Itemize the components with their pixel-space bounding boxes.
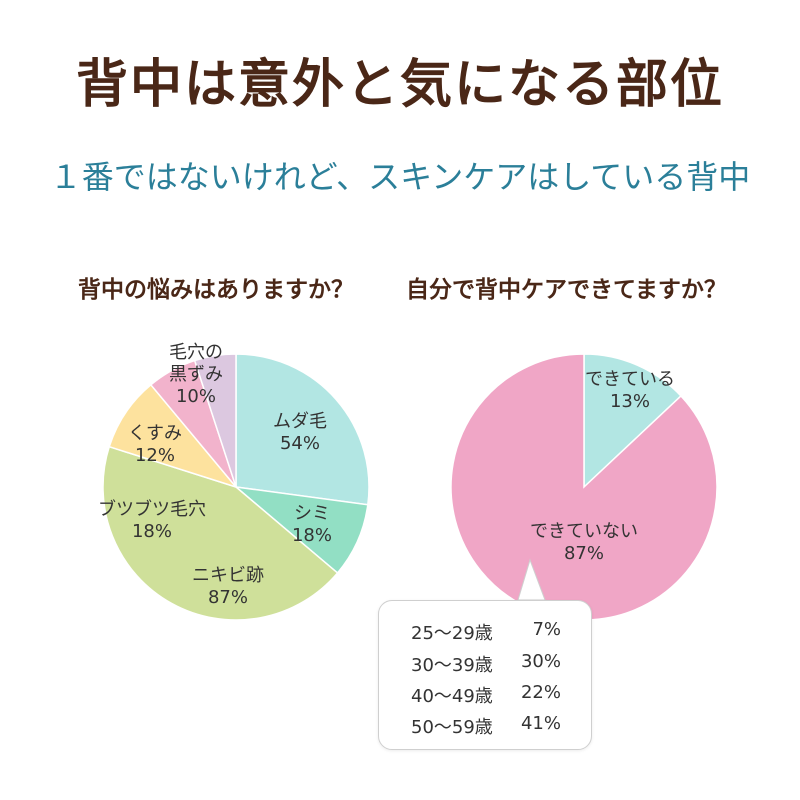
pie1-label: シミ [294,503,330,524]
breakdown-age: 50～59歳 [411,717,493,738]
breakdown-age: 40～49歳 [411,686,493,707]
page-subtitle: １番ではないけれど、スキンケアはしている背中 [49,158,751,196]
pie1-label: ニキビ跡 [192,565,264,586]
pie1-label: 黒ずみ [169,364,223,385]
pie1-slice-0 [235,353,370,506]
breakdown-age: 25～29歳 [411,623,493,644]
breakdown-age: 30～39歳 [411,655,493,676]
breakdown-value: 22% [520,682,561,703]
pie1-value-label: 18% [132,521,172,542]
pie2-value-label: 13% [610,391,650,412]
pie1-label: 毛穴の [169,342,223,363]
pie1-value-label: 10% [176,386,216,407]
pie-chart-back-concerns [102,353,370,621]
age-breakdown-box: 25～29歳 7% 30～39歳 30% 40～49歳 22% 50～59歳 4… [378,600,592,750]
pie1-value-label: 87% [208,587,248,608]
page-title: 背中は意外と気になる部位 [75,55,724,115]
pie1-value-label: 18% [292,525,332,546]
chart1-title: 背中の悩みはありますか？ [78,277,354,303]
pie2-label: できていない [530,521,638,542]
pie1-label: ブツブツ毛穴 [98,498,206,520]
breakdown-value: 7% [532,619,561,640]
chart-labels: ムダ毛54%シミ18%ニキビ跡87%ブツブツ毛穴18%くすみ12%毛穴の黒ずみ1… [98,342,675,608]
pie1-label: くすみ [128,423,182,444]
pie1-slice-2 [102,445,339,621]
pie2-slice-0 [583,353,683,489]
pie1-value-label: 54% [280,433,320,454]
pie-chart-self-care [450,353,718,621]
pie2-label: できている [585,369,675,390]
pie2-value-label: 87% [564,543,604,564]
breakdown-value: 41% [520,713,561,734]
chart2-title: 自分で背中ケアできてますか？ [406,277,727,303]
pie1-label: ムダ毛 [273,411,327,432]
pie1-slice-5 [193,353,237,488]
pie1-value-label: 12% [135,445,175,466]
breakdown-value: 30% [520,651,561,672]
